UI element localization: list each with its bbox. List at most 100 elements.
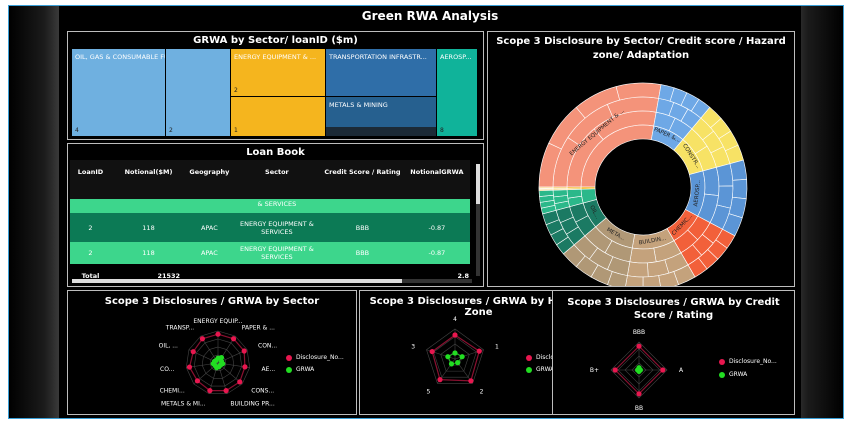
radar-point[interactable] bbox=[199, 336, 206, 342]
radar-axis-label: OIL, ... bbox=[159, 343, 178, 350]
radar-axis-label: CON... bbox=[258, 343, 277, 350]
horizontal-scrollbar[interactable] bbox=[72, 279, 472, 283]
treemap-cell-oil-2[interactable]: 2 bbox=[166, 49, 230, 136]
sunburst-segment[interactable] bbox=[625, 275, 644, 286]
radar-point[interactable] bbox=[452, 350, 458, 356]
legend-label: Disclosure_No... bbox=[729, 358, 777, 365]
legend-grwa[interactable]: GRWA bbox=[286, 366, 314, 373]
radar-point[interactable] bbox=[213, 357, 219, 363]
loanbook-panel[interactable]: Loan Book LoanID Notional($M) Geography … bbox=[67, 143, 484, 287]
radar-point[interactable] bbox=[237, 379, 243, 385]
radar-sector-chart[interactable]: ENERGY EQUIP...PAPER & ... CON... AE... CON… bbox=[68, 291, 356, 414]
legend-grwa[interactable]: GRWA bbox=[526, 366, 554, 373]
treemap-panel[interactable]: GRWA by Sector/ loanID ($m) OIL, GAS & C… bbox=[67, 31, 484, 140]
sunburst-segment[interactable] bbox=[716, 185, 734, 209]
radar-axis-label: CONS... bbox=[251, 388, 274, 395]
radar-point[interactable] bbox=[636, 391, 642, 397]
radar-point[interactable] bbox=[242, 364, 248, 370]
radar-rating-chart[interactable]: BBB A BB B+ bbox=[553, 291, 794, 414]
sunburst-segment[interactable] bbox=[566, 186, 582, 189]
radar-point[interactable] bbox=[241, 348, 247, 354]
radar-hazard-chart[interactable]: 4 1 2 5 3 bbox=[360, 291, 597, 414]
column-header[interactable]: Credit Score / Rating bbox=[321, 160, 404, 199]
radar-point[interactable] bbox=[186, 364, 193, 370]
radar-point[interactable] bbox=[452, 332, 458, 338]
treemap-cell-label: AEROSP... bbox=[440, 53, 472, 61]
radar-grid bbox=[426, 328, 484, 384]
radar-point[interactable] bbox=[223, 388, 229, 394]
radar-point[interactable] bbox=[455, 360, 461, 366]
table-cell: ENERGY EQUIPMENT & SERVICES bbox=[239, 219, 314, 236]
treemap-cell-aerosp[interactable]: AEROSP... 8 bbox=[437, 49, 477, 136]
sunburst-segment[interactable] bbox=[552, 189, 568, 198]
sunburst-panel[interactable]: Scope 3 Disclosure by Sector/ Credit sco… bbox=[487, 31, 795, 287]
sunburst-segment[interactable] bbox=[642, 275, 661, 286]
treemap-cell-energy-2[interactable]: 1 bbox=[231, 97, 325, 136]
radar-point[interactable] bbox=[194, 378, 201, 384]
sunburst-segment[interactable] bbox=[629, 247, 657, 264]
sunburst-segment[interactable] bbox=[702, 166, 720, 196]
legend-label: GRWA bbox=[729, 371, 748, 378]
radar-point[interactable] bbox=[218, 355, 225, 361]
radar-sector-panel[interactable]: Scope 3 Disclosures / GRWA by Sector ENE… bbox=[67, 290, 357, 415]
vertical-scrollbar[interactable] bbox=[476, 164, 480, 276]
radar-point[interactable] bbox=[215, 331, 221, 337]
table-row[interactable]: 2 118 APAC ENERGY EQUIPMENT & SERVICES B… bbox=[70, 242, 470, 264]
radar-axis-label: TRANSP... bbox=[165, 325, 194, 332]
radar-point[interactable] bbox=[437, 377, 443, 383]
sunburst-segment[interactable] bbox=[729, 159, 748, 181]
radar-point[interactable] bbox=[459, 354, 465, 360]
radar-point[interactable] bbox=[429, 348, 435, 355]
treemap-cell-energy[interactable]: ENERGY EQUIPMENT & ... 2 bbox=[231, 49, 325, 96]
column-header[interactable]: Geography bbox=[186, 160, 233, 199]
column-header[interactable]: NotionalGRWA bbox=[403, 160, 470, 199]
column-header[interactable]: Sector bbox=[232, 160, 322, 199]
treemap-cell-number: 8 bbox=[440, 127, 444, 134]
table-row[interactable]: 2 118 APAC ENERGY EQUIPMENT & SERVICES B… bbox=[70, 213, 470, 242]
sunburst-segment[interactable] bbox=[552, 186, 568, 189]
radar-point[interactable] bbox=[612, 367, 618, 373]
treemap-cell-oil[interactable]: OIL, GAS & CONSUMABLE FUELS 4 bbox=[72, 49, 165, 136]
sunburst-segment[interactable] bbox=[580, 186, 596, 190]
radar-point[interactable] bbox=[448, 361, 455, 367]
treemap-cell-transport[interactable]: TRANSPORTATION INFRASTR... bbox=[326, 49, 436, 96]
legend-disclosure-dot bbox=[526, 354, 532, 361]
column-header[interactable]: LoanID bbox=[70, 160, 111, 199]
table-row-partial[interactable]: & SERVICES bbox=[70, 199, 470, 213]
sunburst-chart[interactable]: ENERGY EQUIPMENT & ... PAPER &...CONSTR..… bbox=[488, 32, 794, 286]
loanbook-table: LoanID Notional($M) Geography Sector Cre… bbox=[70, 160, 470, 288]
sunburst-segment[interactable] bbox=[627, 261, 649, 278]
radar-point[interactable] bbox=[468, 378, 474, 384]
radar-point[interactable] bbox=[635, 367, 641, 373]
radar-point[interactable] bbox=[660, 367, 666, 373]
table-cell: 118 bbox=[142, 249, 155, 257]
radar-rating-panel[interactable]: Scope 3 Disclosures / GRWA by Credit Sco… bbox=[552, 290, 795, 415]
table-header-row: LoanID Notional($M) Geography Sector Cre… bbox=[70, 160, 470, 199]
radar-point[interactable] bbox=[636, 343, 642, 349]
table-cell: ENERGY EQUIPMENT & SERVICES bbox=[239, 245, 314, 261]
sunburst-segment-label: BUILDIN... bbox=[638, 236, 667, 247]
radar-axis-label: B+ bbox=[590, 367, 599, 374]
legend-grwa[interactable]: GRWA bbox=[719, 371, 747, 378]
radar-point[interactable] bbox=[190, 349, 196, 355]
sunburst-segment[interactable] bbox=[732, 178, 748, 200]
radar-point[interactable] bbox=[230, 336, 237, 342]
table-cell: BBB bbox=[355, 223, 370, 232]
column-header[interactable]: Notional($M) bbox=[110, 160, 187, 199]
sunburst-segment[interactable] bbox=[538, 186, 554, 189]
radar-point[interactable] bbox=[207, 388, 213, 394]
legend-disclosure[interactable]: Disclosure_No... bbox=[719, 358, 777, 365]
sunburst-segment[interactable] bbox=[538, 189, 554, 197]
table-cell: APAC bbox=[200, 223, 218, 232]
scrollbar-thumb[interactable] bbox=[72, 279, 402, 283]
radar-grid bbox=[201, 346, 235, 379]
legend-disclosure[interactable]: Disclosure_No... bbox=[286, 354, 344, 361]
radar-axis-label: CO... bbox=[160, 366, 174, 373]
treemap-cell-label: METALS & MINING bbox=[329, 101, 388, 109]
treemap-cell-number: 1 bbox=[234, 127, 238, 134]
radar-grid bbox=[209, 354, 227, 371]
dashboard-frame: Green RWA Analysis GRWA by Sector/ loanI… bbox=[8, 5, 844, 419]
scrollbar-thumb[interactable] bbox=[476, 164, 480, 204]
radar-point[interactable] bbox=[445, 354, 451, 360]
radar-point[interactable] bbox=[476, 348, 482, 354]
